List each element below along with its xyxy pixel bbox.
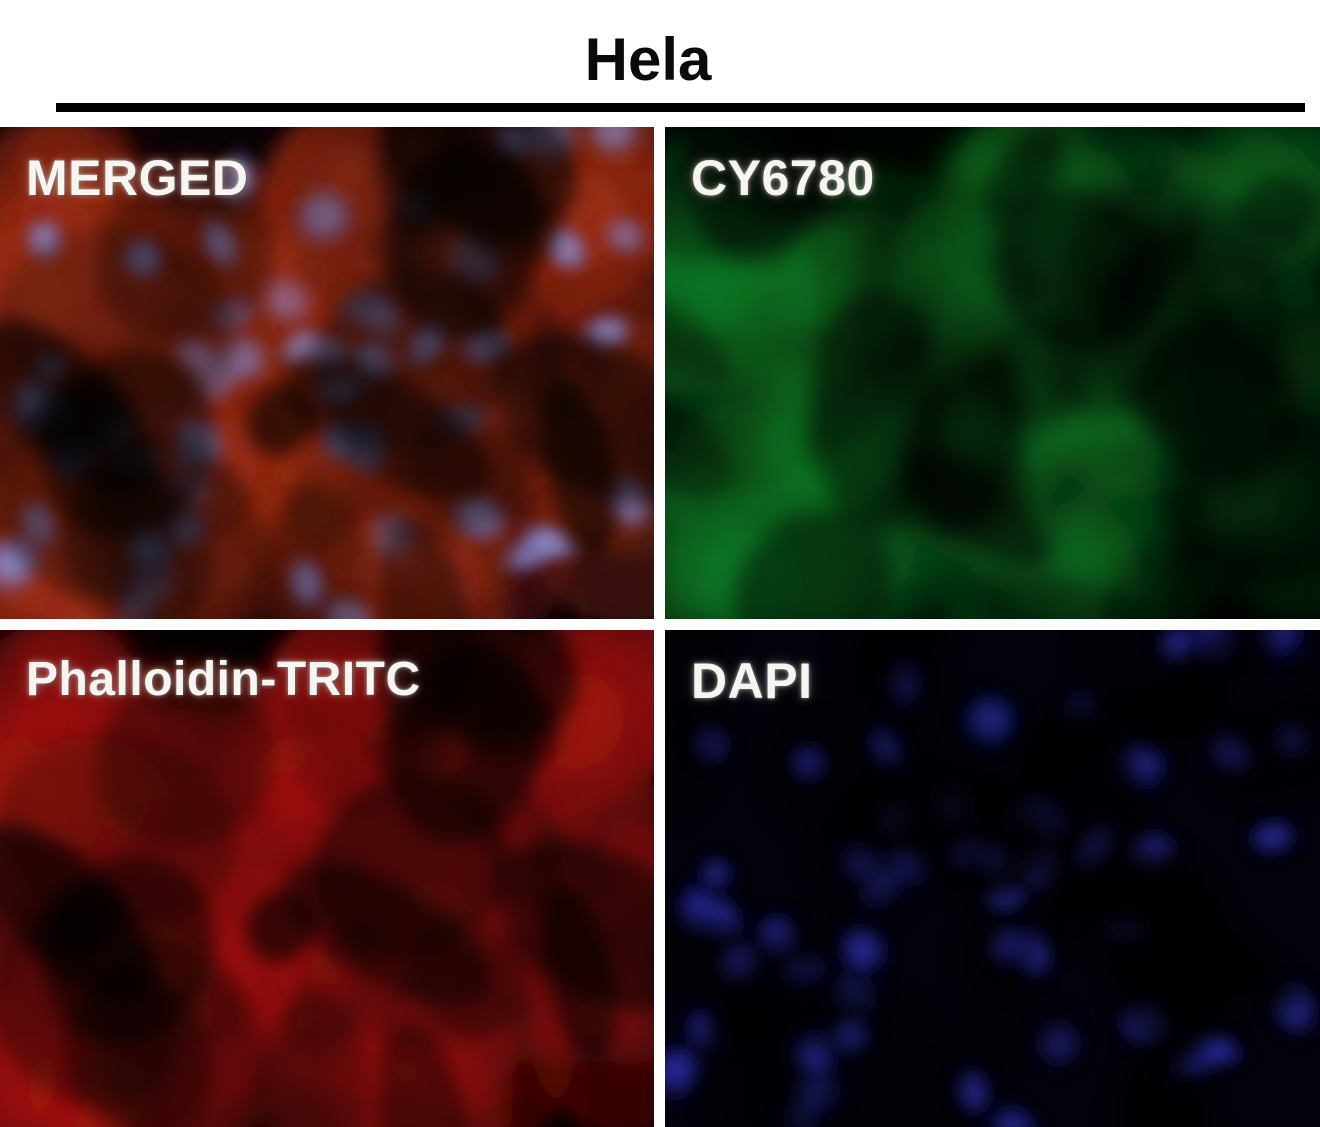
merged-channel-image	[0, 127, 654, 619]
panel-merged[interactable]: MERGED	[0, 127, 654, 619]
figure-header: Hela	[0, 0, 1320, 103]
phalloidin-tritc-channel-image	[0, 630, 654, 1127]
page-title: Hela	[584, 26, 712, 93]
panel-phalloidin-tritc[interactable]: Phalloidin-TRITC	[0, 630, 654, 1127]
panel-dapi[interactable]: DAPI	[665, 630, 1320, 1127]
panel-grid: MERGED CY6780 Phalloidin-TRITC DAPI	[0, 127, 1320, 1127]
cy6780-channel-image	[665, 127, 1320, 619]
panel-cy6780[interactable]: CY6780	[665, 127, 1320, 619]
dapi-channel-image	[665, 630, 1320, 1127]
title-divider	[56, 103, 1305, 112]
